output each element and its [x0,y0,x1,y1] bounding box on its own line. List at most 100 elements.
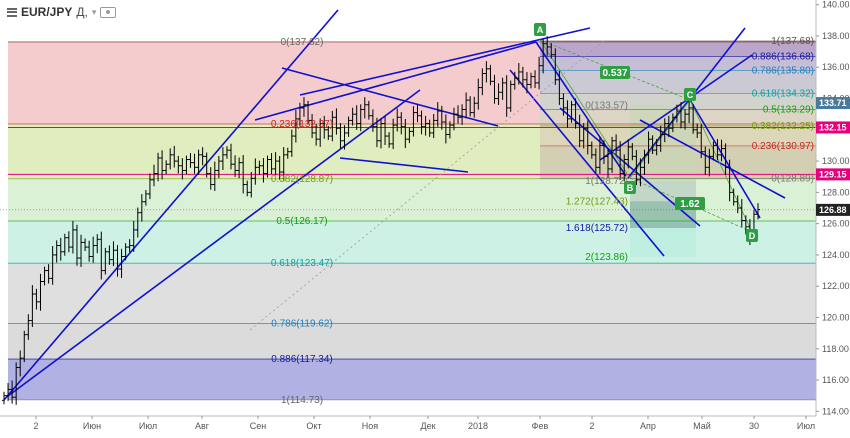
symbol-label[interactable]: EUR/JPY [21,5,73,19]
price-tick-label: 136.00 [822,62,850,72]
time-tick-label: Июл [139,421,157,431]
price-label-badge [816,203,850,216]
time-axis-bg [0,416,850,433]
time-tick-label: Июл [797,421,815,431]
menu-icon[interactable] [7,7,17,17]
fib-level-label: 0(137.62) [281,37,324,48]
trendline [3,9,339,401]
time-tick-label: Ноя [362,421,379,431]
ratio-label: 1.62 [680,199,700,210]
ratio-badge [675,197,705,210]
pattern-point-label: B [627,183,634,193]
fib-level-label: 0.236(132.37) [271,119,333,130]
price-tick-label: 114.00 [822,406,849,416]
price-tick-label: 120.00 [822,312,850,322]
fib-extension-label: 2(123.86) [585,252,628,263]
fib-level-label-secondary: 0.5(133.29) [763,105,814,116]
trendline [627,27,746,179]
price-label: 129.15 [819,169,847,179]
chevron-down-icon[interactable]: ▾ [91,6,97,17]
fib-extension-label: 1.618(125.72) [566,223,628,234]
price-axis: 114.00 116.00 118.00 120.00 122.00 124.00 126.… [815,0,850,433]
fib-zone [8,323,816,360]
trendline [689,99,761,219]
pattern-point-badge [624,181,636,194]
pattern-points: A B C D [534,23,758,242]
price-label-badge [816,168,850,181]
fib-level-label-secondary: 0.382(132.25) [752,121,814,132]
fib-level-labels: 0(137.62) 0.236(132.37) 0.382(128.87) 0.5(1… [271,36,814,406]
price-tick-label: 128.00 [822,187,850,197]
fib-zones [8,40,816,400]
price-tick-label: 122.00 [822,281,850,291]
fib-zone [8,359,816,400]
trendline [599,54,753,161]
fib-level-label-secondary: 1(137.68) [771,36,814,47]
fib-extension-label: 1.272(127.43) [566,196,628,207]
time-tick-label: Май [693,421,711,431]
time-tick-label: Фев [532,421,549,431]
trendlines [3,9,786,401]
time-tick-label: Окт [306,421,321,431]
price-tick-label: 124.00 [822,250,850,260]
fib-level-label-secondary: 0.786(135.80) [752,65,814,76]
price-label: 132.15 [819,122,847,132]
dotted-guide-line [249,39,606,331]
price-tick-label: 118.00 [822,344,849,354]
fib-zone-secondary [540,40,816,57]
fib-extension-zone [630,181,696,202]
pattern-point-label: C [687,90,694,100]
price-tick-label: 140.00 [822,0,850,10]
pattern-point-badge [684,88,696,101]
timeframe-label: Д, [76,5,88,19]
price-bars [2,36,760,405]
fib-level-label: 0.5(126.17) [276,216,327,227]
time-tick-label: Апр [640,421,656,431]
time-tick-label: Авг [195,421,210,431]
fib-level-label-secondary: 0.886(136.68) [752,52,814,63]
symbol-header[interactable]: EUR/JPY Д, ▾ [4,4,120,20]
fib-level-label: 0.886(117.34) [271,354,333,365]
ratio-badge [600,66,630,79]
trendline [339,157,469,173]
price-tick-label: 130.00 [822,156,850,166]
fib-level-label-secondary: 0.618(134.32) [752,89,814,100]
fib-zone [8,263,816,324]
pattern-point-label: D [749,231,756,241]
time-tick-label: 30 [749,421,759,431]
time-tick-label: Июн [83,421,101,431]
price-axis-bg [816,0,850,433]
eye-icon[interactable] [100,6,117,18]
time-tick-label: 2 [33,421,38,431]
price-label-badge [816,97,850,110]
fib-level-label: 0.382(128.87) [271,174,333,185]
pattern-point-label: A [537,25,544,35]
fib-level-lines [0,40,816,401]
time-tick-label: 2018 [468,421,488,431]
ratio-label: 0.537 [602,68,627,79]
price-label: 133.71 [819,98,847,108]
trendline [535,41,627,177]
fib-extension-label: 1(128.72) [585,176,628,187]
price-label-badge [816,121,850,134]
trendline [299,27,591,96]
pattern-point-badge [746,229,758,242]
fib-level-label: 1(114.73) [281,395,323,406]
time-tick-label: Сен [250,421,267,431]
price-tick-label: 126.00 [822,219,850,229]
price-tick-label: 116.00 [822,375,849,385]
time-tick-label: 2 [589,421,594,431]
trendline [7,89,421,397]
time-tick-label: Дек [420,421,435,431]
time-axis: 2 Июн Июл Авг Сен Окт Ноя Дек 2018 Фев 2 Апр Май 30 Ию… [0,415,850,433]
fib-extension-zone [630,228,696,258]
price-tick-label: 138.00 [822,31,850,41]
fib-level-label-secondary: 0(128.89) [771,173,814,184]
trendline [509,69,665,257]
fib-zone-secondary [540,93,816,110]
fib-level-label: 0.618(123.47) [271,258,333,269]
fib-level-label: 0.786(119.62) [271,318,333,329]
fib-extension-label: 0(133.57) [585,100,628,111]
